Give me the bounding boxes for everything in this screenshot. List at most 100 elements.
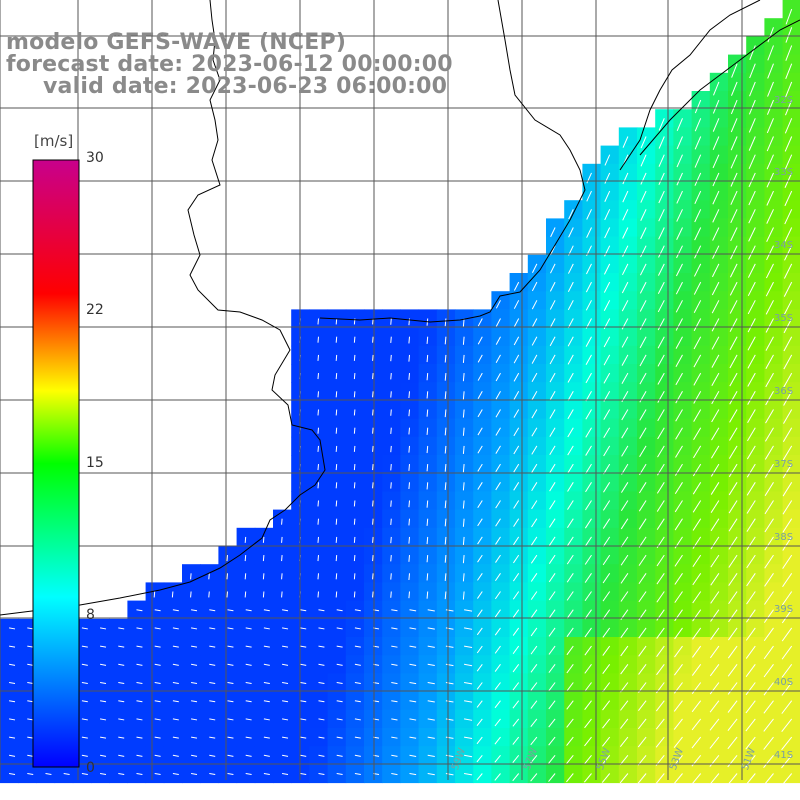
wind-arrow bbox=[728, 573, 738, 586]
wind-arrow bbox=[464, 663, 473, 667]
wind-arrow bbox=[282, 700, 289, 703]
wind-arrow bbox=[531, 281, 538, 292]
wind-arrow bbox=[408, 409, 410, 417]
wind-arrow bbox=[747, 354, 756, 369]
wind-arrow bbox=[585, 482, 592, 493]
wind-arrow bbox=[745, 645, 756, 659]
wind-arrow bbox=[765, 354, 774, 370]
wind-arrow bbox=[637, 700, 647, 712]
wind-arrow bbox=[372, 445, 374, 452]
wind-arrow bbox=[764, 427, 774, 442]
wind-arrow bbox=[300, 754, 307, 757]
wind-arrow bbox=[300, 718, 307, 721]
wind-arrow bbox=[530, 754, 538, 764]
wind-arrow bbox=[63, 773, 70, 776]
wind-arrow bbox=[282, 627, 289, 630]
wind-arrow bbox=[764, 536, 774, 551]
wind-arrow bbox=[602, 700, 611, 711]
wind-arrow bbox=[263, 736, 270, 739]
wind-arrow bbox=[620, 664, 629, 675]
wind-arrow bbox=[601, 773, 611, 783]
wind-arrow bbox=[27, 736, 34, 739]
wind-arrow bbox=[408, 536, 410, 544]
wind-arrow bbox=[763, 754, 774, 768]
wind-arrow bbox=[494, 718, 501, 727]
wind-arrow bbox=[603, 263, 611, 275]
wind-arrow bbox=[658, 245, 665, 258]
wind-arrow bbox=[675, 445, 683, 458]
wind-arrow bbox=[710, 536, 720, 550]
wind-arrow bbox=[464, 718, 473, 721]
wind-arrow bbox=[783, 336, 793, 352]
wind-arrow bbox=[444, 427, 447, 436]
wind-arrow bbox=[657, 391, 665, 403]
wind-arrow bbox=[548, 627, 556, 637]
wind-arrow bbox=[476, 754, 483, 763]
wind-arrow bbox=[335, 427, 338, 434]
wind-arrow bbox=[391, 645, 398, 648]
wind-arrow bbox=[585, 409, 592, 420]
coastline-east bbox=[619, 0, 761, 171]
wind-arrow bbox=[426, 536, 429, 545]
wind-arrow bbox=[318, 663, 325, 666]
wind-arrow bbox=[621, 263, 629, 276]
wind-arrow bbox=[620, 573, 629, 584]
wind-arrow bbox=[462, 409, 465, 418]
wind-arrow bbox=[710, 482, 720, 495]
wind-arrow bbox=[783, 372, 793, 388]
wind-arrow bbox=[550, 245, 556, 256]
wind-arrow bbox=[513, 372, 520, 382]
wind-arrow bbox=[784, 209, 793, 225]
wind-arrow bbox=[638, 645, 647, 657]
wind-arrow bbox=[335, 336, 338, 343]
wind-arrow bbox=[781, 645, 793, 660]
wind-arrow bbox=[445, 773, 454, 776]
wind-arrow bbox=[335, 354, 338, 361]
wind-arrow bbox=[585, 263, 592, 275]
wind-arrow bbox=[622, 227, 629, 239]
wind-arrow bbox=[566, 700, 574, 710]
wind-arrow bbox=[263, 773, 270, 776]
wind-arrow bbox=[729, 263, 738, 278]
wind-arrow bbox=[477, 445, 483, 454]
lat-label: 38S bbox=[774, 532, 794, 543]
wind-arrow bbox=[100, 754, 107, 757]
wind-arrow bbox=[748, 99, 756, 115]
wind-arrow bbox=[427, 736, 435, 739]
wind-arrow bbox=[603, 409, 611, 420]
wind-vector-field bbox=[9, 8, 793, 787]
wind-arrow bbox=[620, 718, 629, 729]
wind-arrow bbox=[746, 518, 756, 532]
wind-arrow bbox=[784, 190, 793, 207]
wind-arrow bbox=[567, 427, 574, 438]
wind-arrow bbox=[427, 682, 435, 685]
wind-arrow bbox=[172, 627, 179, 630]
wind-arrow bbox=[568, 227, 574, 238]
wind-arrow bbox=[764, 482, 774, 496]
wind-arrow bbox=[694, 154, 702, 168]
wind-arrow bbox=[391, 754, 398, 757]
wind-arrow bbox=[244, 555, 247, 562]
wind-arrow bbox=[391, 700, 398, 703]
wind-arrow bbox=[336, 663, 343, 666]
wind-arrow bbox=[154, 736, 161, 739]
wind-arrow bbox=[409, 645, 417, 648]
wind-arrow bbox=[767, 45, 774, 61]
wind-arrow bbox=[584, 754, 592, 765]
wind-arrow bbox=[27, 645, 34, 648]
wind-arrow bbox=[172, 700, 179, 703]
wind-arrow bbox=[657, 372, 665, 385]
wind-arrow bbox=[619, 773, 629, 784]
wind-arrow bbox=[318, 700, 325, 703]
wind-arrow bbox=[336, 773, 343, 776]
wind-arrow bbox=[245, 773, 252, 776]
wind-arrow bbox=[512, 645, 520, 655]
wind-arrow bbox=[763, 736, 774, 750]
wind-arrow bbox=[335, 391, 338, 398]
wind-arrow bbox=[512, 664, 520, 673]
wind-arrow bbox=[512, 754, 520, 763]
wind-arrow bbox=[676, 172, 683, 186]
wind-arrow bbox=[748, 154, 756, 169]
wind-arrow bbox=[153, 591, 156, 598]
wind-arrow bbox=[495, 463, 501, 473]
